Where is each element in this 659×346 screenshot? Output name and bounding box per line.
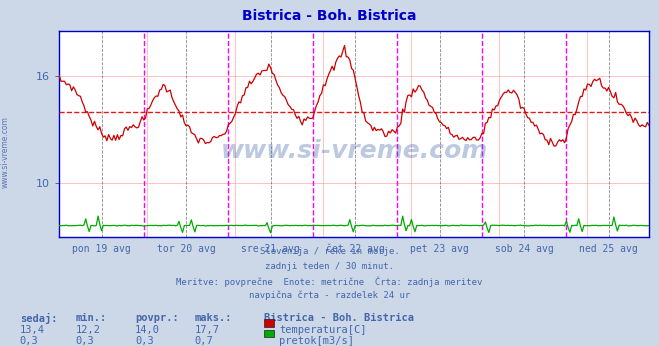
Text: 0,3: 0,3 [135,336,154,346]
Text: sedaj:: sedaj: [20,313,57,324]
Text: pon 19 avg: pon 19 avg [72,244,131,254]
Text: Slovenija / reke in morje.: Slovenija / reke in morje. [260,247,399,256]
Text: pretok[m3/s]: pretok[m3/s] [279,336,355,346]
Text: čet 22 avg: čet 22 avg [326,244,384,254]
Text: 12,2: 12,2 [76,325,101,335]
Text: temperatura[C]: temperatura[C] [279,325,367,335]
Text: 13,4: 13,4 [20,325,45,335]
Text: maks.:: maks.: [194,313,232,323]
Text: www.si-vreme.com: www.si-vreme.com [1,116,10,188]
Text: 0,7: 0,7 [194,336,213,346]
Text: min.:: min.: [76,313,107,323]
Text: 14,0: 14,0 [135,325,160,335]
Text: tor 20 avg: tor 20 avg [157,244,215,254]
Text: 0,3: 0,3 [20,336,38,346]
Text: ned 25 avg: ned 25 avg [579,244,638,254]
Text: pet 23 avg: pet 23 avg [410,244,469,254]
Text: zadnji teden / 30 minut.: zadnji teden / 30 minut. [265,262,394,271]
Text: Meritve: povprečne  Enote: metrične  Črta: zadnja meritev: Meritve: povprečne Enote: metrične Črta:… [177,276,482,287]
Text: sre 21 avg: sre 21 avg [241,244,300,254]
Text: povpr.:: povpr.: [135,313,179,323]
Text: sob 24 avg: sob 24 avg [495,244,554,254]
Text: navpična črta - razdelek 24 ur: navpična črta - razdelek 24 ur [249,291,410,300]
Text: Bistrica - Boh. Bistrica: Bistrica - Boh. Bistrica [243,9,416,22]
Text: www.si-vreme.com: www.si-vreme.com [221,138,488,163]
Text: Bistrica - Boh. Bistrica: Bistrica - Boh. Bistrica [264,313,414,323]
Text: 17,7: 17,7 [194,325,219,335]
Text: 0,3: 0,3 [76,336,94,346]
